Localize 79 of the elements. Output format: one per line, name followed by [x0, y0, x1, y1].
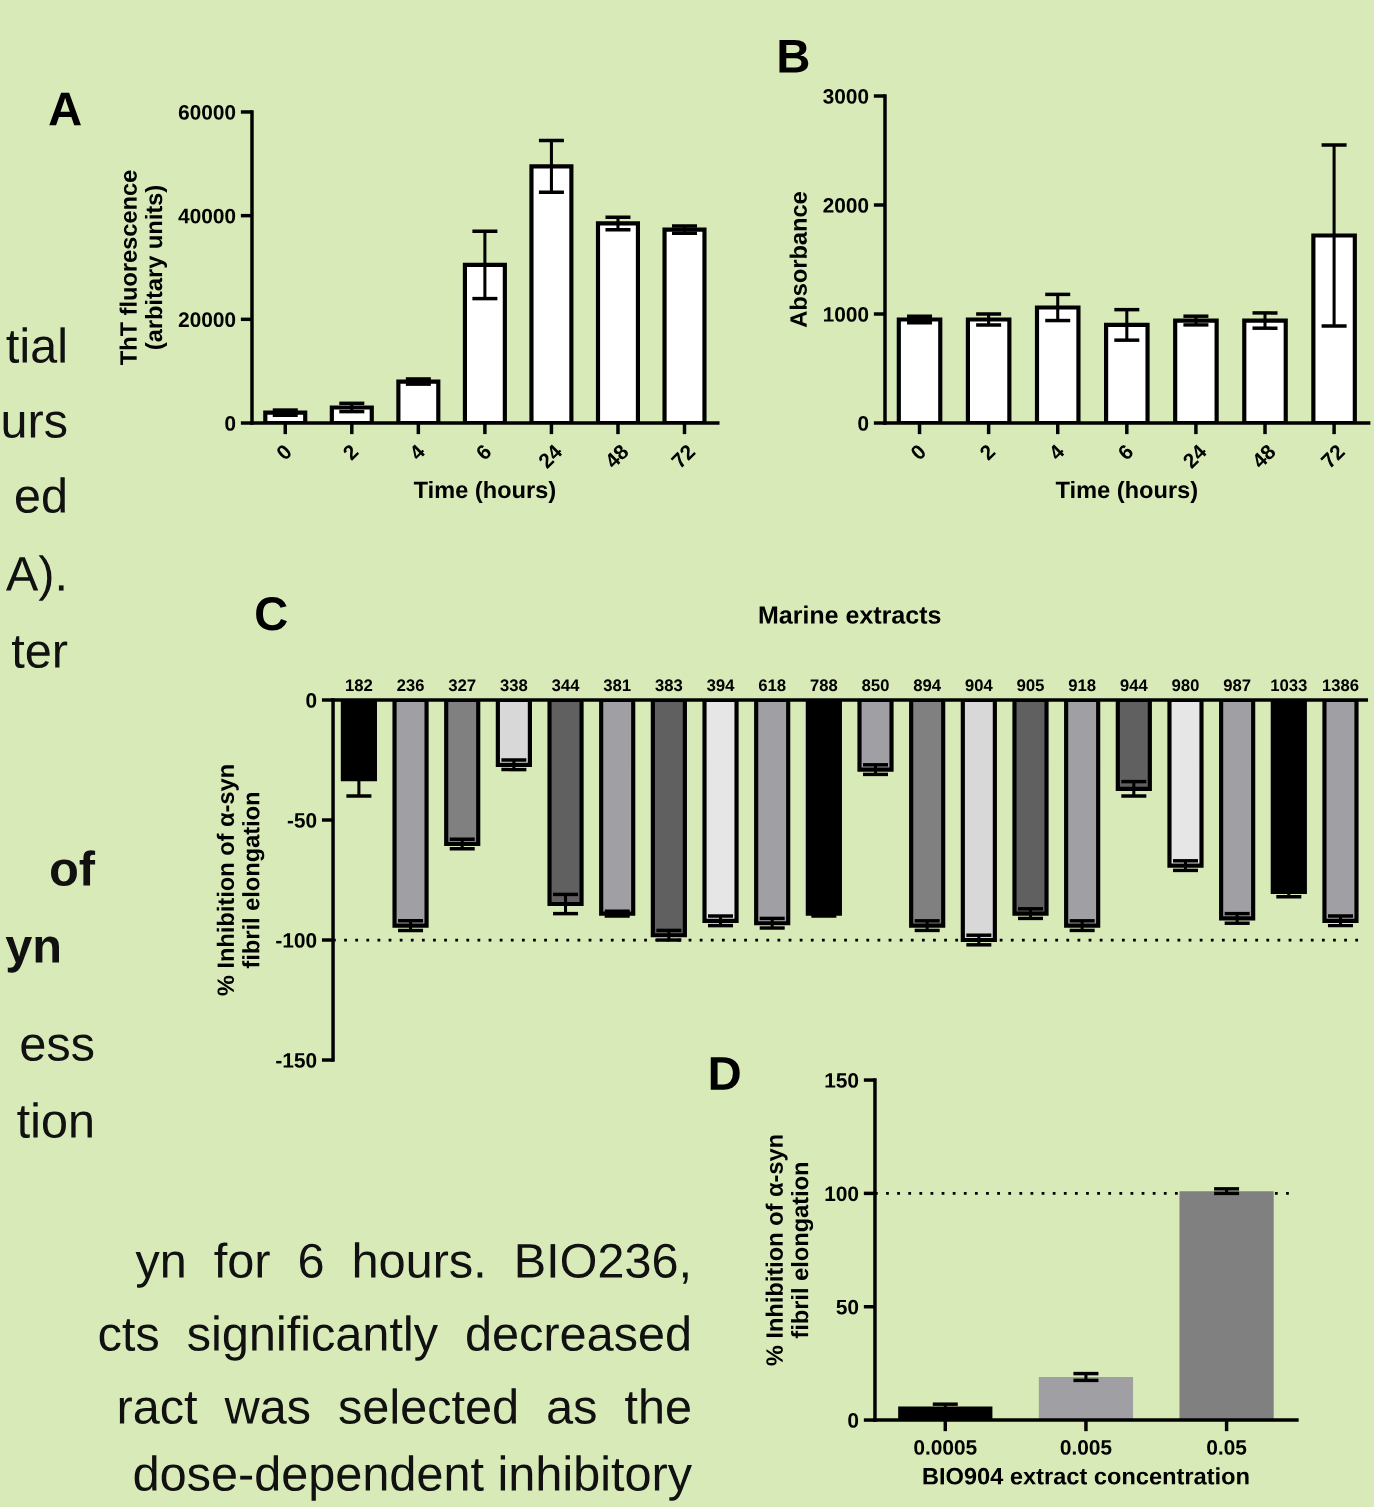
y-tick-label: 0	[306, 693, 317, 708]
x-tick-label: 0	[909, 443, 927, 461]
text: ed	[16, 477, 65, 514]
text: C	[256, 597, 287, 631]
y-tick-label: 1000	[823, 307, 869, 322]
x-tick-label: 894	[913, 679, 941, 692]
x-tick-label: 0.005	[1060, 1440, 1112, 1455]
x-tick-label: 381	[603, 679, 631, 692]
x-tick-label: 2	[341, 443, 360, 461]
x-tick-label: 6	[474, 443, 493, 461]
text: yn	[5, 936, 59, 973]
x-tick-label: 788	[810, 679, 838, 692]
y-tick-label: 60000	[178, 104, 236, 120]
x-tick-label: 2	[978, 443, 996, 461]
x-axis-title: BIO904 extract concentration	[923, 1467, 1249, 1485]
y-tick-label: 3000	[823, 89, 869, 104]
x-tick-label: 618	[758, 679, 786, 692]
text: of	[51, 850, 96, 887]
y-tick-label: 40000	[178, 208, 236, 224]
x-tick-label: 918	[1068, 679, 1096, 692]
x-tick-label: 944	[1120, 679, 1148, 692]
text: B	[779, 40, 809, 73]
text: urs	[3, 411, 67, 439]
y-axis-title: % Inhibition of α-syn fibril elongation	[765, 1135, 814, 1366]
y-tick-label: 2000	[823, 198, 869, 213]
x-tick-label: 344	[552, 679, 580, 692]
y-tick-label: -100	[276, 933, 317, 948]
x-tick-label: 1386	[1322, 679, 1359, 692]
y-tick-label: 50	[836, 1299, 859, 1315]
x-tick-label: 338	[500, 679, 528, 692]
text: A).	[5, 555, 64, 601]
x-tick-label: 394	[707, 679, 735, 692]
x-tick-label: 182	[346, 679, 373, 692]
x-tick-label: 72	[1320, 443, 1346, 469]
y-axis-title: % Inhibition of α-syn fibril elongation	[216, 765, 265, 996]
x-tick-label: 24	[1181, 442, 1208, 470]
text: ract was selected as the	[119, 1388, 690, 1425]
x-tick-label: 383	[655, 679, 683, 692]
x-tick-label: 1033	[1271, 679, 1307, 692]
x-tick-label: 48	[1250, 443, 1277, 470]
y-tick-label: 0	[858, 416, 869, 431]
y-axis-title: ThT fluorescence (arbitary units)	[119, 170, 167, 365]
x-tick-label: 0.0005	[914, 1440, 977, 1455]
x-tick-label: 4	[408, 443, 427, 462]
x-tick-label: 327	[448, 679, 476, 692]
x-tick-label: 24	[537, 442, 564, 470]
x-axis-title: Time (hours)	[413, 480, 555, 503]
text: dose-dependent inhibitory	[134, 1455, 692, 1501]
annotation: D	[710, 1057, 740, 1090]
y-tick-label: 0	[848, 1413, 859, 1428]
y-tick-label: 0	[225, 416, 236, 431]
y-tick-label: 100	[825, 1186, 859, 1202]
y-tick-label: 20000	[178, 312, 236, 328]
y-tick-label: -50	[287, 813, 317, 828]
x-tick-label: 72	[670, 443, 696, 469]
x-tick-label: 987	[1223, 679, 1251, 692]
chart-title: Marine extracts	[759, 605, 941, 624]
text: tion	[17, 1102, 92, 1139]
y-tick-label: -150	[276, 1053, 317, 1068]
text: ess	[21, 1034, 94, 1062]
bar	[1038, 1376, 1134, 1421]
x-tick-label: 850	[862, 679, 889, 692]
x-tick-label: 980	[1172, 679, 1199, 692]
x-axis-title: Time (hours)	[1055, 480, 1197, 503]
x-tick-label: 905	[1017, 679, 1044, 692]
x-tick-label: 0.05	[1207, 1440, 1247, 1455]
text: cts significantly decreased	[99, 1315, 689, 1361]
text: ter	[12, 636, 68, 669]
text: tial	[6, 327, 65, 364]
x-tick-label: 6	[1116, 443, 1135, 461]
y-tick-label: 150	[825, 1073, 859, 1088]
x-tick-label: 236	[397, 679, 424, 692]
y-axis-title: Absorbance	[789, 192, 807, 328]
x-tick-label: 48	[603, 443, 630, 470]
text: A	[49, 92, 81, 126]
x-tick-label: 4	[1047, 443, 1066, 462]
text: yn for 6 hours. BIO236,	[135, 1242, 688, 1288]
x-tick-label: 904	[965, 679, 993, 692]
bar	[1179, 1191, 1274, 1421]
